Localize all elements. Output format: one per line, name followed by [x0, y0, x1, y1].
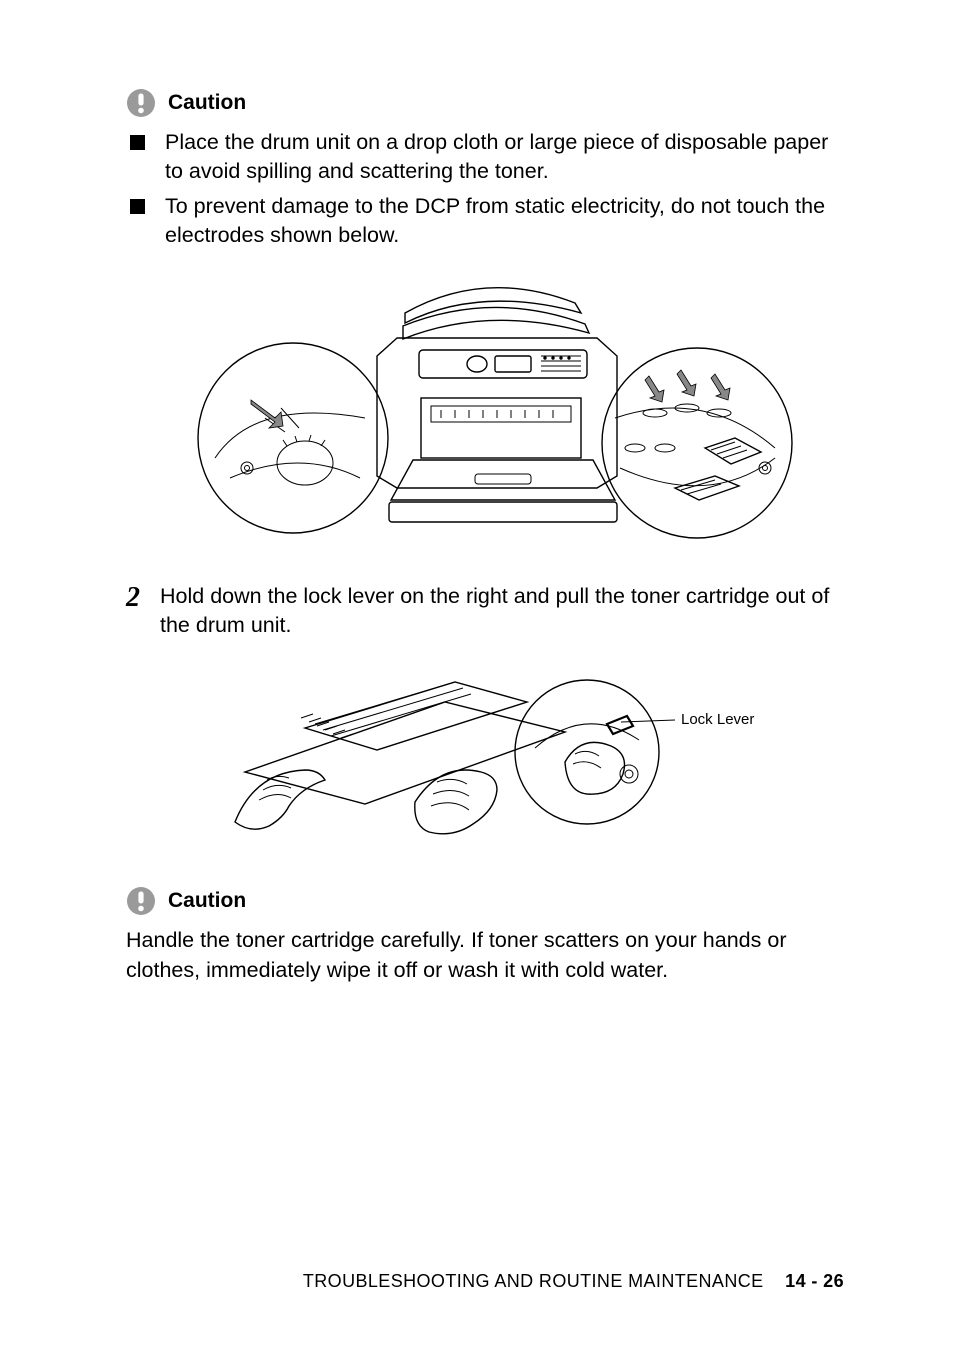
page-footer: TROUBLESHOOTING AND ROUTINE MAINTENANCE … — [303, 1271, 844, 1292]
step-number: 2 — [126, 584, 140, 612]
page: Caution Place the drum unit on a drop cl… — [0, 0, 954, 1352]
caution-body: Handle the toner cartridge carefully. If… — [126, 926, 844, 985]
step-2: 2 Hold down the lock lever on the right … — [126, 582, 844, 640]
bullet-square-icon — [130, 199, 145, 214]
caution-label: Caution — [168, 889, 246, 913]
caution-heading-2: Caution — [126, 886, 844, 916]
figure-label: Lock Lever — [681, 711, 754, 728]
bullet-square-icon — [130, 135, 145, 150]
footer-section: TROUBLESHOOTING AND ROUTINE MAINTENANCE — [303, 1271, 764, 1291]
caution-heading-1: Caution — [126, 88, 844, 118]
bullet-text: To prevent damage to the DCP from static… — [165, 192, 844, 250]
bullet-text: Place the drum unit on a drop cloth or l… — [165, 128, 844, 186]
caution-icon — [126, 88, 156, 118]
footer-page-number: 14 - 26 — [785, 1271, 844, 1291]
bullet-item: Place the drum unit on a drop cloth or l… — [130, 128, 844, 186]
figure-toner-removal: Lock Lever — [126, 652, 844, 862]
caution-label: Caution — [168, 91, 246, 115]
bullet-item: To prevent damage to the DCP from static… — [130, 192, 844, 250]
step-text: Hold down the lock lever on the right an… — [160, 582, 844, 640]
caution-bullets: Place the drum unit on a drop cloth or l… — [126, 128, 844, 250]
caution-icon — [126, 886, 156, 916]
figure-printer-electrodes — [126, 268, 844, 558]
